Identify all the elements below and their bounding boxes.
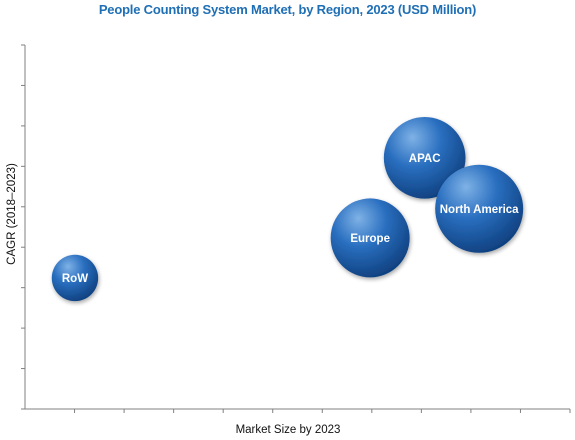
bubble-north-america: North America	[435, 164, 524, 253]
x-axis-label: Market Size by 2023	[236, 424, 341, 436]
y-axis-ticks	[21, 44, 25, 410]
bubble-circle	[330, 198, 410, 278]
bubble-series: RoW Europe APAC North America	[51, 117, 524, 302]
chart-title: People Counting System Market, by Region…	[98, 2, 477, 17]
bubble-europe: Europe	[330, 198, 410, 278]
y-axis-label: CAGR (2018–2023)	[6, 163, 18, 265]
bubble-row: RoW	[51, 254, 99, 302]
bubble-label: RoW	[62, 273, 88, 285]
bubble-label: Europe	[350, 233, 390, 245]
bubble-circle	[383, 117, 466, 199]
bubble-apac: APAC	[383, 117, 466, 199]
bubble-label: North America	[440, 204, 519, 216]
x-axis-ticks	[74, 409, 571, 413]
bubble-label: APAC	[409, 153, 441, 165]
bubble-circle	[51, 254, 99, 302]
bubble-circle	[435, 164, 524, 253]
